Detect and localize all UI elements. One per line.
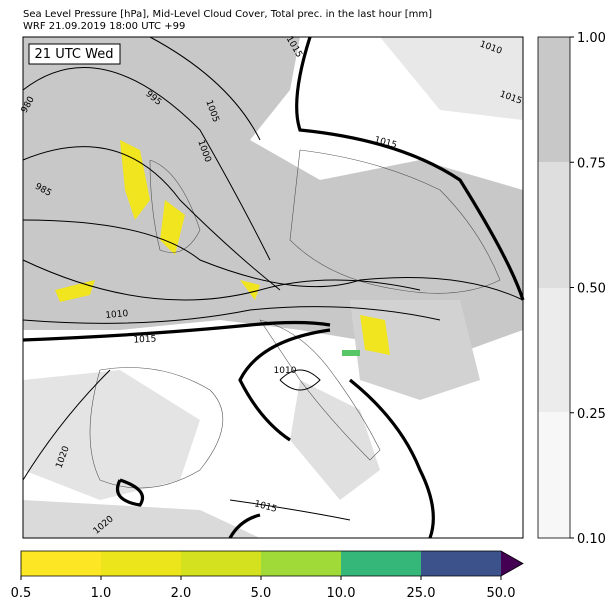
colorbar-band xyxy=(181,551,261,576)
colorbar-band xyxy=(538,162,570,288)
colorbar-extend xyxy=(501,551,523,576)
cloud-colorbar: 0.10 0.25 0.50 0.75 1.00 xyxy=(537,31,606,547)
contour-label: 1015 xyxy=(133,334,156,345)
tick-label: 0.75 xyxy=(577,156,606,171)
tick-label: 25.0 xyxy=(407,586,436,601)
tick-label: 5.0 xyxy=(251,586,272,601)
map-frame xyxy=(22,36,524,539)
time-label: 21 UTC Wed xyxy=(35,47,114,62)
tick-label: 50.0 xyxy=(487,586,516,601)
isobars xyxy=(22,36,524,521)
precip-colorbar: 0.5 1.0 2.0 5.0 10.0 25.0 50.0 xyxy=(11,550,524,601)
tick-label: 1.0 xyxy=(91,586,112,601)
colorbar-band xyxy=(341,551,421,576)
cloud-cover xyxy=(23,37,523,538)
colorbar-band xyxy=(261,551,341,576)
coastlines xyxy=(89,149,501,489)
tick-label: 0.25 xyxy=(577,407,606,422)
colorbar-band xyxy=(101,551,181,576)
tick-label: 1.00 xyxy=(577,31,606,46)
colorbar-band xyxy=(421,551,501,576)
subtitle: WRF 21.09.2019 18:00 UTC +99 xyxy=(23,21,185,32)
contour-label: 1010 xyxy=(274,366,297,376)
map: 1010101510151005995100098098510101015101… xyxy=(20,35,525,539)
colorbar-band xyxy=(538,412,570,538)
time-box xyxy=(28,43,121,65)
title: Sea Level Pressure [hPa], Mid-Level Clou… xyxy=(23,9,432,20)
colorbar-band xyxy=(538,37,570,162)
colorbar-band xyxy=(21,551,101,576)
tick-label: 0.50 xyxy=(577,282,606,297)
tick-label: 0.5 xyxy=(11,586,32,601)
colorbar-band xyxy=(538,288,570,412)
tick-label: 0.10 xyxy=(577,532,606,547)
tick-label: 2.0 xyxy=(171,586,192,601)
colorbar-frame xyxy=(20,550,524,577)
contour-label: 1010 xyxy=(105,309,129,321)
thick-isobars xyxy=(22,36,525,539)
tick-label: 10.0 xyxy=(327,586,356,601)
